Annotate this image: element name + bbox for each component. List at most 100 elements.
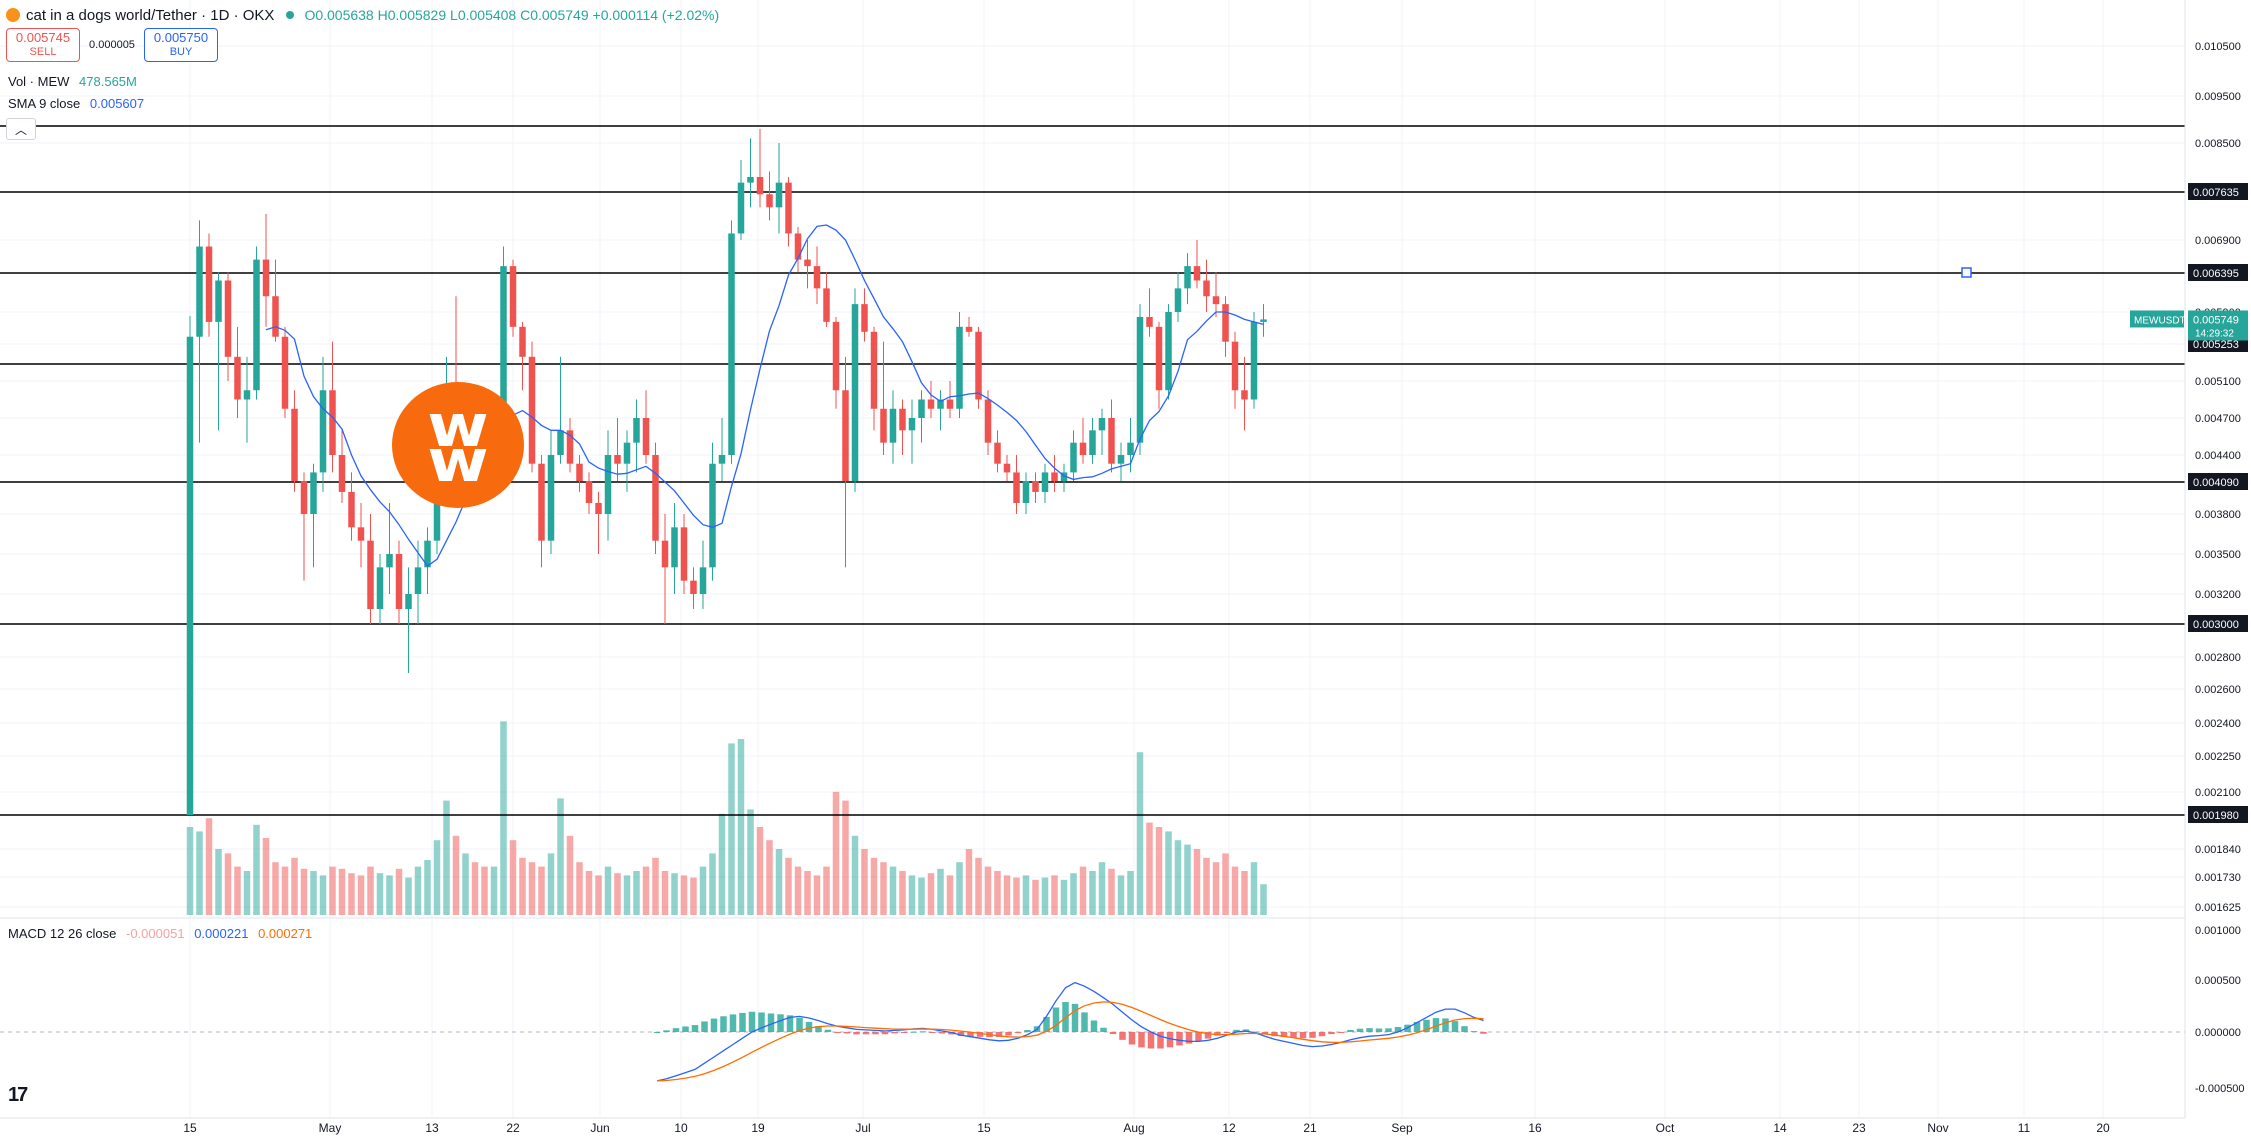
candle-body — [1250, 321, 1258, 400]
volume-bar — [376, 873, 384, 915]
volume-bar — [186, 827, 194, 915]
volume-bar — [775, 849, 783, 915]
level-price-tag — [2188, 264, 2248, 281]
volume-bar — [747, 809, 754, 915]
candle-body — [405, 594, 412, 609]
volume-legend[interactable]: Vol · MEW 478.565M — [8, 74, 137, 89]
volume-bar — [671, 873, 678, 915]
volume-bar — [443, 800, 450, 915]
candle-body — [414, 567, 422, 594]
volume-label: Vol · MEW — [8, 74, 70, 89]
macd-hist-bar — [1280, 1032, 1288, 1038]
candle-body — [1146, 316, 1153, 327]
macd-hist-bar — [1347, 1029, 1354, 1032]
volume-value: 478.565M — [79, 74, 137, 89]
volume-bar — [452, 835, 460, 915]
volume-bar — [357, 875, 365, 915]
macd-hist-bar — [1480, 1032, 1487, 1034]
macd-hist-bar — [1394, 1026, 1402, 1032]
candle-body — [680, 527, 688, 581]
candle-body — [557, 430, 564, 455]
candle-body — [1003, 463, 1011, 473]
time-axis-label: 21 — [1303, 1121, 1317, 1135]
buy-button[interactable]: 0.005750 BUY — [144, 28, 218, 62]
level-price-tag — [2188, 806, 2248, 823]
volume-bar — [490, 866, 498, 915]
last-price-label: 0.005749 — [2193, 314, 2239, 326]
macd-hist-bar — [1366, 1028, 1373, 1032]
volume-bar — [595, 875, 602, 915]
price-axis-label: 0.005100 — [2195, 376, 2241, 388]
macd-label: MACD 12 26 close — [8, 926, 117, 941]
time-axis-label: Aug — [1123, 1121, 1144, 1135]
ohlc-change: +0.000114 (+2.02%) — [592, 7, 720, 23]
price-axis-label: 0.001980 — [2193, 810, 2239, 822]
mew-token-logo-icon: ʬ — [392, 382, 524, 508]
macd-hist-bar — [1318, 1032, 1326, 1037]
symbol-tag-box — [2130, 310, 2184, 328]
macd-hist-bar — [900, 1032, 908, 1033]
volume-bar — [718, 813, 726, 915]
sma-legend[interactable]: SMA 9 close 0.005607 — [8, 96, 144, 111]
tradingview-logo-icon[interactable]: 17 — [8, 1084, 28, 1106]
sell-label: SELL — [29, 46, 57, 58]
candle-body — [1222, 304, 1229, 342]
macd-hist-bar — [767, 1013, 775, 1032]
macd-hist-bar — [682, 1026, 689, 1032]
candle-body — [528, 356, 536, 464]
macd-hist-value: -0.000051 — [126, 926, 185, 941]
candle-body — [1260, 319, 1267, 322]
price-axis-label: 0.001840 — [2195, 844, 2241, 856]
volume-bar — [1146, 822, 1153, 915]
volume-bar — [1222, 853, 1229, 915]
macd-hist-bar — [1185, 1032, 1193, 1044]
volume-bar — [918, 877, 925, 915]
macd-line — [656, 981, 1484, 1082]
price-axis-label: 0.006395 — [2193, 268, 2239, 280]
candle-body — [262, 259, 270, 297]
macd-axis-label: 0.000500 — [2195, 975, 2241, 987]
candle-body — [709, 463, 716, 568]
candle-body — [614, 455, 621, 464]
macd-hist-bar — [1043, 1016, 1050, 1032]
macd-hist-bar — [1214, 1032, 1221, 1036]
sma-line — [265, 224, 1264, 567]
countdown-label: 14:29:32 — [2195, 328, 2234, 339]
candle-body — [576, 463, 583, 482]
candle-body — [747, 176, 754, 183]
time-axis-label: 16 — [1528, 1121, 1542, 1135]
volume-bar — [899, 871, 906, 915]
volume-bar — [1117, 875, 1125, 915]
symbol-title[interactable]: cat in a dogs world/Tether · 1D · OKX — [26, 6, 275, 24]
volume-bar — [709, 853, 716, 915]
price-axis-label: 0.002400 — [2195, 718, 2241, 730]
macd-hist-bar — [910, 1031, 917, 1033]
volume-bar — [1250, 862, 1258, 915]
macd-hist-bar — [672, 1028, 680, 1032]
price-axis-label: 0.003200 — [2195, 589, 2241, 601]
candle-body — [908, 418, 916, 431]
time-axis-label: 22 — [506, 1121, 520, 1135]
volume-bar — [1108, 868, 1115, 915]
volume-bar — [528, 862, 536, 915]
collapse-legend-button[interactable]: ︿ — [6, 118, 36, 140]
candle-body — [889, 408, 897, 443]
spread-value: 0.000005 — [89, 39, 135, 51]
volume-bar — [424, 860, 431, 915]
price-axis-label: 0.004090 — [2193, 477, 2239, 489]
macd-hist-bar — [815, 1026, 822, 1032]
candle-body — [1136, 316, 1144, 443]
candle-body — [566, 430, 574, 464]
level-price-tag — [2188, 615, 2248, 632]
candle-body — [918, 399, 925, 418]
macd-legend[interactable]: MACD 12 26 close -0.000051 0.000221 0.00… — [8, 926, 312, 941]
macd-hist-bar — [1328, 1032, 1335, 1035]
volume-bar — [1089, 871, 1096, 915]
volume-bar — [481, 866, 488, 915]
candle-body — [1155, 326, 1163, 391]
sell-button[interactable]: 0.005745 SELL — [6, 28, 80, 62]
time-axis-label: 20 — [2096, 1121, 2110, 1135]
candle-body — [984, 399, 992, 443]
volume-bar — [1032, 879, 1039, 915]
